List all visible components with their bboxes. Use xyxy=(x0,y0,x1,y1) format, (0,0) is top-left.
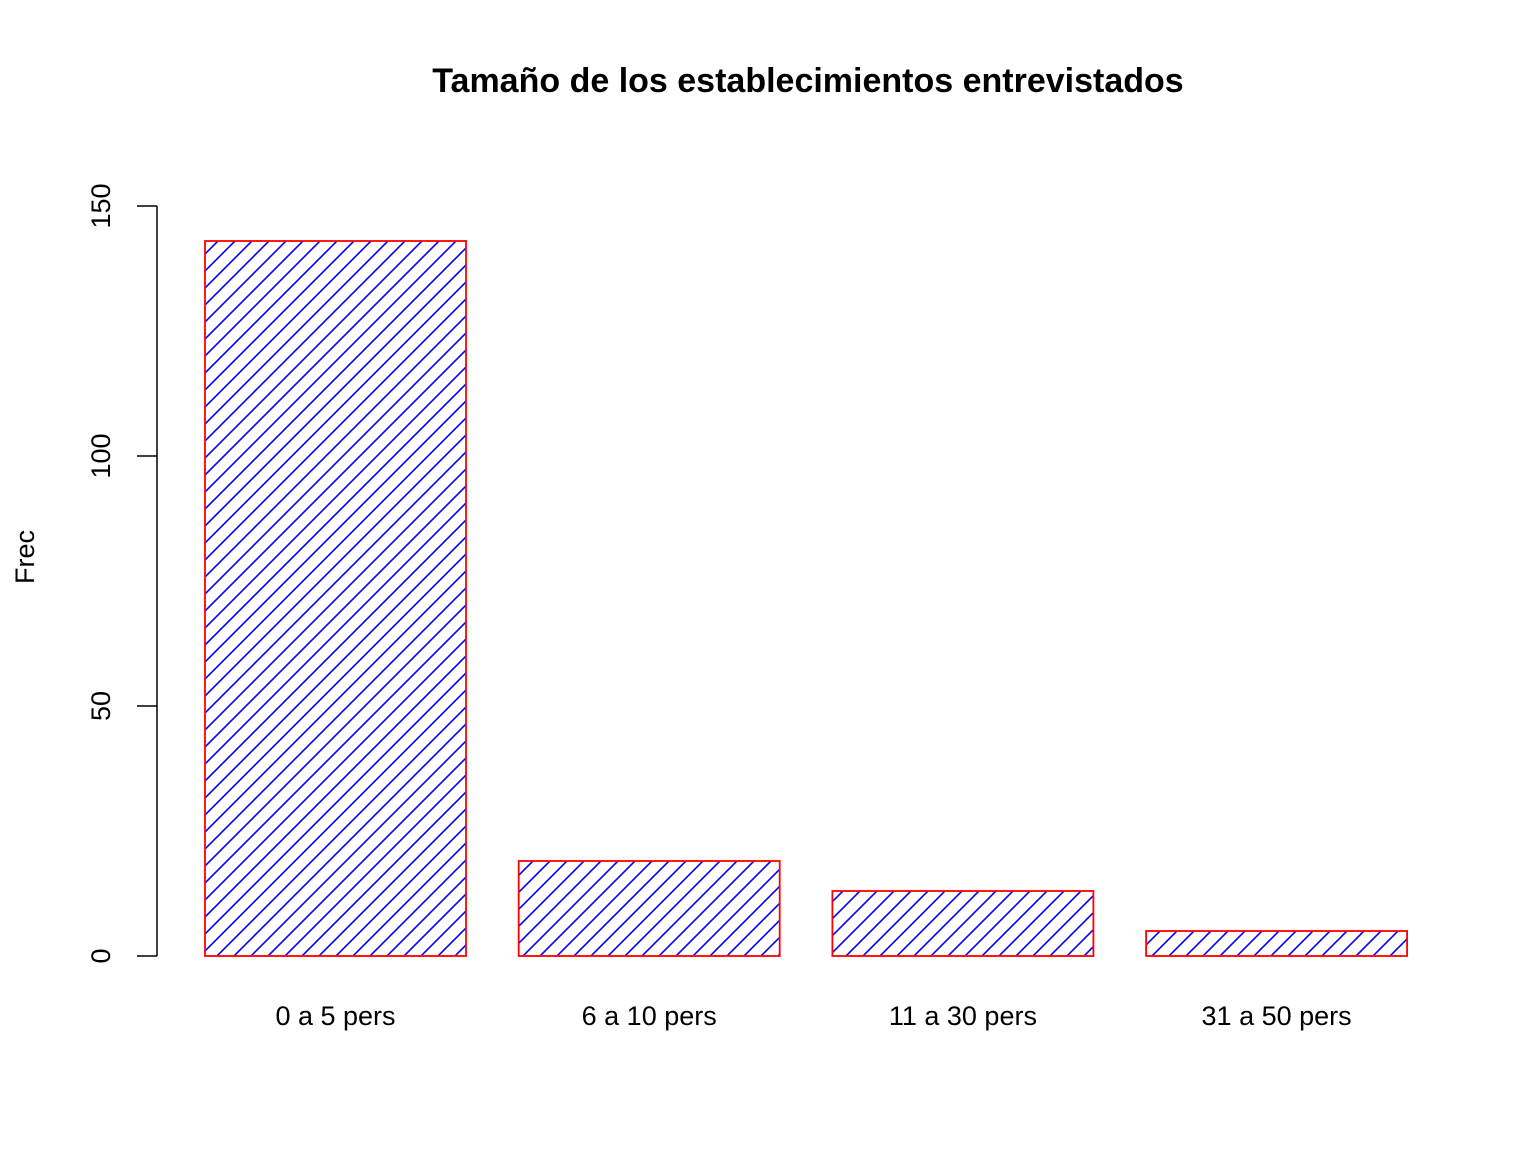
y-axis: 0 50 100 150 xyxy=(86,183,158,964)
bar-2 xyxy=(517,860,781,957)
y-tick-label: 50 xyxy=(86,691,116,721)
bars-group xyxy=(204,240,1408,957)
y-tick-label: 100 xyxy=(86,433,116,478)
x-category-label: 6 a 10 pers xyxy=(582,1001,717,1031)
y-axis-label: Frec xyxy=(10,530,40,584)
y-tick-label: 0 xyxy=(86,948,116,963)
bar-4 xyxy=(1145,930,1408,957)
x-category-label: 0 a 5 pers xyxy=(275,1001,395,1031)
chart-title: Tamaño de los establecimientos entrevist… xyxy=(432,62,1183,100)
bar-1 xyxy=(204,240,467,957)
x-category-label: 31 a 50 pers xyxy=(1202,1001,1352,1031)
bar-3 xyxy=(831,890,1095,957)
y-tick-label: 150 xyxy=(86,183,116,228)
x-axis-labels: 0 a 5 pers 6 a 10 pers 11 a 30 pers 31 a 50… xyxy=(275,1001,1351,1031)
x-category-label: 11 a 30 pers xyxy=(889,1001,1037,1031)
